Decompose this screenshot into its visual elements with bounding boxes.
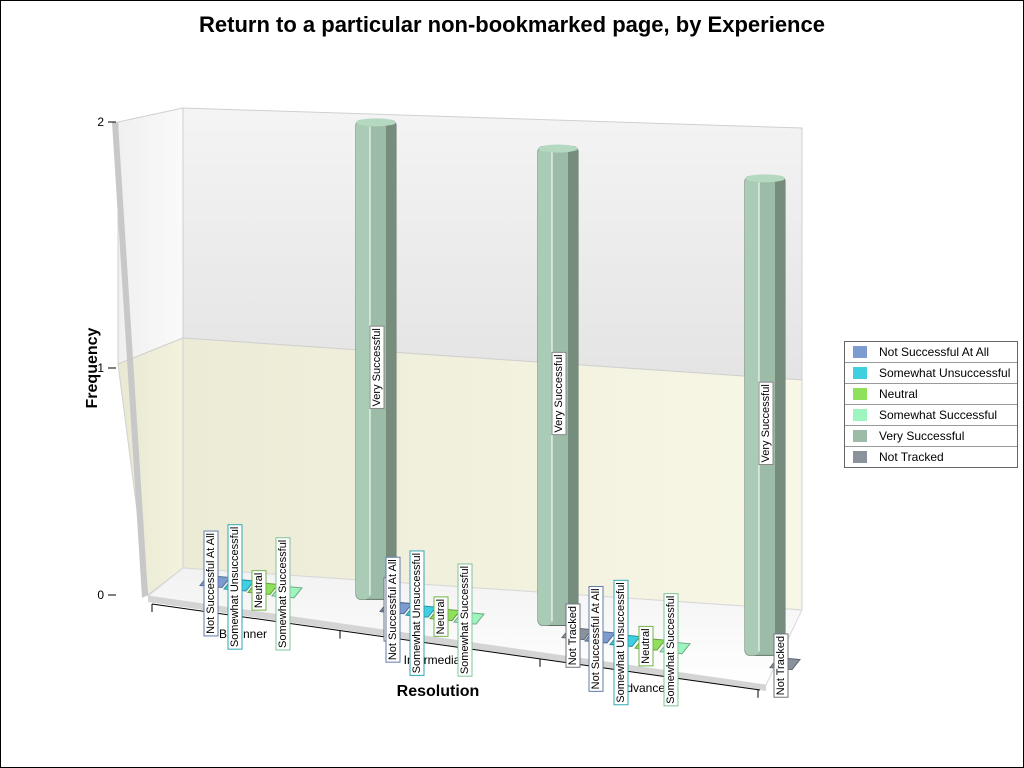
- bar-side: [568, 150, 578, 626]
- bar-data-label: Not Tracked: [565, 603, 581, 668]
- bar-data-label-text: Somewhat Unsuccessful: [229, 527, 241, 647]
- side-wall-edge: [112, 122, 148, 598]
- bar-data-label: Somewhat Unsuccessful: [409, 550, 425, 676]
- bar-data-label-box: [275, 537, 291, 651]
- legend-swatch: [853, 388, 867, 400]
- bar-data-label: Somewhat Unsuccessful: [613, 579, 629, 706]
- bar-data-label-box: [227, 524, 243, 650]
- bar-data-label-box: [773, 633, 789, 698]
- bar-data-label-box: [385, 556, 401, 663]
- bar-data-label-text: Somewhat Unsuccessful: [411, 553, 423, 673]
- x-axis-line: [151, 603, 761, 691]
- category-label: Advanced: [618, 681, 671, 695]
- bar-side: [386, 124, 396, 600]
- chart-walls: [112, 107, 803, 691]
- legend-label: Very Successful: [879, 429, 965, 443]
- bar-top: [538, 144, 578, 153]
- bar-data-label-box: [663, 593, 679, 707]
- bar-data-label-text: Somewhat Successful: [665, 596, 677, 704]
- bar-data-label-text: Not Successful At All: [590, 588, 602, 689]
- legend-item: Somewhat Successful: [845, 405, 1017, 426]
- floor-edge: [148, 596, 766, 691]
- legend-swatch: [853, 346, 867, 358]
- legend-item: Not Successful At All: [845, 342, 1017, 363]
- legend-swatch: [853, 430, 867, 442]
- bar-data-label-text: Not Successful At All: [205, 533, 217, 634]
- bar-data-label-box: [551, 351, 567, 436]
- chart-data-labels: Not Successful At All Somewhat Unsuccessf…: [203, 325, 789, 707]
- bar-data-label: Somewhat Successful: [663, 593, 679, 707]
- bar-highlight: [356, 120, 370, 600]
- legend-item: Somewhat Unsuccessful: [845, 363, 1017, 384]
- bar-top: [356, 118, 396, 127]
- bar-data-label-text: Neutral: [640, 628, 652, 663]
- bar-data-label-box: [588, 585, 604, 692]
- bar-data-label-text: Very Successful: [371, 328, 383, 406]
- bar-data-label-box: [433, 596, 449, 637]
- legend-swatch: [853, 367, 867, 379]
- side-wall-lower: [117, 337, 184, 596]
- chart-bars: [199, 118, 801, 671]
- bar-highlight: [538, 146, 552, 626]
- bar-data-label-box: [613, 579, 629, 706]
- bar-data-label-text: Neutral: [253, 573, 265, 608]
- bar-data-label: Somewhat Unsuccessful: [227, 524, 243, 650]
- bar-data-label-box: [203, 530, 219, 637]
- y-tick-label: 0: [97, 588, 104, 602]
- bar-data-label: Very Successful: [369, 325, 385, 409]
- x-axis-label: Resolution: [396, 683, 480, 700]
- legend-label: Somewhat Unsuccessful: [879, 366, 1011, 380]
- bar-data-label-text: Neutral: [435, 599, 447, 634]
- legend-swatch: [853, 451, 867, 463]
- bar-data-label-text: Not Tracked: [567, 606, 579, 665]
- bar-data-label-text: Somewhat Unsuccessful: [615, 582, 627, 702]
- y-axis-label: Frequency: [84, 327, 101, 409]
- bar-data-label: Neutral: [251, 570, 267, 611]
- legend-label: Somewhat Successful: [879, 408, 998, 422]
- bar-data-label: Neutral: [638, 625, 654, 667]
- legend-label: Not Successful At All: [879, 345, 990, 359]
- bar-data-label-text: Very Successful: [553, 354, 565, 432]
- bar-data-label-box: [457, 563, 473, 677]
- legend-item: Neutral: [845, 384, 1017, 405]
- bar-data-label-text: Very Successful: [760, 384, 772, 462]
- legend-item: Not Tracked: [845, 447, 1017, 467]
- bar-data-label: Very Successful: [551, 351, 567, 436]
- legend-item: Very Successful: [845, 426, 1017, 447]
- bar-data-label-box: [251, 570, 267, 611]
- bar-data-label: Not Successful At All: [203, 530, 219, 637]
- bar-data-label-box: [565, 603, 581, 668]
- bar-top: [745, 174, 785, 183]
- bar-data-label: Somewhat Successful: [275, 537, 291, 651]
- bar-data-label: Somewhat Successful: [457, 563, 473, 677]
- chart-title: Return to a particular non-bookmarked pa…: [199, 12, 825, 37]
- back-wall-upper: [182, 107, 803, 381]
- category-label: Beginner: [219, 627, 267, 641]
- bar-data-label: Not Tracked: [773, 633, 789, 698]
- y-tick-label: 1: [97, 361, 104, 375]
- legend-label: Not Tracked: [879, 450, 944, 464]
- bar-data-label-box: [409, 550, 425, 676]
- bar-data-label-text: Not Successful At All: [387, 559, 399, 660]
- bar-data-label-box: [638, 625, 654, 667]
- bar-data-label-box: [758, 381, 774, 465]
- bar-data-label: Neutral: [433, 596, 449, 637]
- bar-side: [775, 180, 785, 656]
- legend-swatch: [853, 409, 867, 421]
- bar-data-label: Not Successful At All: [588, 585, 604, 692]
- bar-data-label-text: Not Tracked: [775, 636, 787, 695]
- y-tick-label: 2: [97, 115, 104, 129]
- bar-data-label: Very Successful: [758, 381, 774, 465]
- bar-data-label-box: [369, 325, 385, 409]
- bar-data-label: Not Successful At All: [385, 556, 401, 663]
- bar-data-label-text: Somewhat Successful: [459, 566, 471, 674]
- bar-data-label-text: Somewhat Successful: [277, 540, 289, 648]
- legend-label: Neutral: [879, 387, 918, 401]
- chart-legend: Not Successful At All Somewhat Unsuccessf…: [844, 341, 1018, 468]
- bar-highlight: [745, 176, 759, 656]
